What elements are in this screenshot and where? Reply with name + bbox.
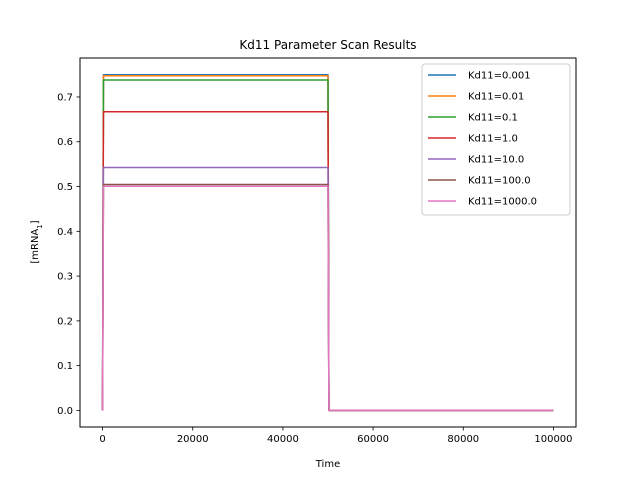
x-tick-label-2: 40000 — [267, 434, 299, 445]
series-line-6 — [101, 185, 554, 412]
legend-items: Kd11=0.001 Kd11=0.01 Kd11=0.1 Kd11=1.0 Kd11=… — [428, 71, 537, 208]
x-tick-label-5: 100000 — [534, 434, 572, 445]
legend-label-6: Kd11=1000.0 — [468, 197, 537, 208]
y-tick-label-2: 0.2 — [57, 316, 73, 327]
x-axis-label: Time — [315, 459, 340, 470]
legend: Kd11=0.001 Kd11=0.01 Kd11=0.1 Kd11=1.0 Kd11=… — [421, 63, 571, 216]
y-axis-label: [mRNA1] — [30, 220, 44, 263]
x-tick-label-3: 60000 — [357, 434, 389, 445]
y-axis-ticks: 0.0 0.1 0.2 0.3 0.4 0.5 0.6 0.7 — [57, 92, 80, 417]
y-tick-label-7: 0.7 — [57, 92, 73, 103]
x-tick-label-0: 0 — [99, 434, 105, 445]
x-tick-label-4: 80000 — [447, 434, 479, 445]
plot-frame — [79, 57, 577, 428]
chart-title: Kd11 Parameter Scan Results — [239, 38, 416, 52]
legend-label-0: Kd11=0.001 — [468, 71, 531, 82]
legend-box — [421, 63, 571, 216]
y-tick-label-3: 0.3 — [57, 272, 73, 283]
y-axis-label-suffix: ] — [30, 220, 41, 224]
y-axis-label-subscript: 1 — [36, 224, 44, 228]
y-axis-label-main: [mRNA — [30, 229, 41, 264]
y-tick-label-6: 0.6 — [57, 137, 73, 148]
x-tick-label-1: 20000 — [177, 434, 209, 445]
y-tick-label-0: 0.0 — [57, 406, 73, 417]
y-tick-label-5: 0.5 — [57, 182, 73, 193]
legend-label-2: Kd11=0.1 — [468, 113, 518, 124]
legend-label-3: Kd11=1.0 — [468, 134, 518, 145]
series-lines — [101, 74, 554, 412]
y-tick-label-1: 0.1 — [57, 361, 73, 372]
x-axis-ticks: 0 20000 40000 60000 80000 100000 — [99, 427, 573, 445]
y-tick-label-4: 0.4 — [57, 227, 73, 238]
legend-label-1: Kd11=0.01 — [468, 92, 524, 103]
legend-label-4: Kd11=10.0 — [468, 155, 524, 166]
legend-label-5: Kd11=100.0 — [468, 176, 531, 187]
